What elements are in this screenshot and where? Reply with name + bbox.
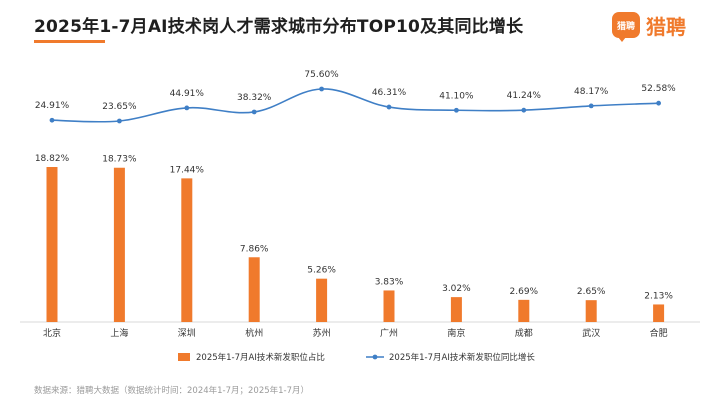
title-accent-bar [34, 40, 105, 43]
category-label-0: 北京 [43, 327, 61, 339]
growth-line [51, 88, 659, 123]
line-label-4: 75.60% [304, 70, 339, 80]
line-label-7: 41.24% [507, 91, 542, 101]
bar-4 [316, 278, 328, 322]
line-label-3: 38.32% [237, 93, 272, 103]
line-label-9: 52.58% [641, 84, 676, 94]
line-point-7 [521, 107, 527, 113]
bar-0 [46, 167, 58, 322]
bar-label-8: 2.65% [577, 287, 606, 297]
logo-text: 猎聘 [646, 14, 686, 39]
legend-bar-label: 2025年1-7月AI技术新发职位占比 [196, 352, 325, 363]
bar-label-4: 5.26% [307, 266, 336, 276]
line-point-3 [251, 109, 257, 115]
category-label-2: 深圳 [178, 328, 196, 339]
line-point-1 [117, 118, 122, 124]
category-label-7: 成都 [515, 327, 533, 339]
category-label-5: 广州 [380, 327, 398, 339]
category-label-3: 杭州 [245, 327, 263, 339]
line-label-5: 46.31% [372, 88, 407, 98]
bar-label-0: 18.82% [35, 154, 70, 164]
bar-label-1: 18.73% [102, 155, 137, 165]
line-point-5 [386, 104, 392, 110]
data-source-note: 数据来源：猎聘大数据（数据统计时间：2024年1-7月；2025年1-7月） [34, 386, 310, 396]
bar-label-3: 7.86% [240, 244, 269, 254]
bar-label-9: 2.13% [644, 291, 673, 301]
bar-7 [518, 299, 530, 322]
liepin-logo: 猎聘 猎聘 [612, 10, 686, 42]
chart-title: 2025年1-7月AI技术岗人才需求城市分布TOP10及其同比增长 [34, 17, 524, 37]
legend-line-label: 2025年1-7月AI技术新发职位同比增长 [389, 352, 535, 363]
bar-6 [450, 297, 462, 322]
line-label-1: 23.65% [102, 102, 137, 112]
legend-bar-swatch [178, 353, 190, 361]
bar-label-5: 3.83% [375, 277, 404, 287]
category-label-9: 合肥 [650, 327, 668, 339]
bar-3 [248, 257, 260, 322]
bar-1 [113, 167, 125, 322]
line-point-8 [588, 103, 594, 109]
bar-5 [383, 290, 395, 322]
line-label-6: 41.10% [439, 91, 474, 101]
line-point-6 [454, 107, 459, 113]
bar-9 [653, 304, 665, 322]
line-label-0: 24.91% [35, 101, 70, 111]
bar-label-2: 17.44% [170, 165, 205, 175]
bar-label-6: 3.02% [442, 284, 471, 294]
bar-label-7: 2.69% [510, 287, 539, 297]
bar-2 [181, 178, 193, 322]
bar-8 [585, 300, 597, 322]
category-label-8: 武汉 [582, 327, 600, 339]
line-point-0 [49, 117, 55, 123]
category-label-1: 上海 [110, 327, 128, 339]
line-point-4 [319, 86, 324, 92]
line-point-9 [656, 100, 661, 106]
legend-line-marker [372, 354, 378, 360]
line-label-2: 44.91% [170, 89, 205, 99]
category-label-4: 苏州 [313, 327, 331, 339]
line-point-2 [184, 105, 190, 111]
category-label-6: 南京 [447, 327, 465, 339]
line-label-8: 48.17% [574, 87, 609, 97]
logo-mark-icon: 猎聘 [612, 12, 640, 42]
